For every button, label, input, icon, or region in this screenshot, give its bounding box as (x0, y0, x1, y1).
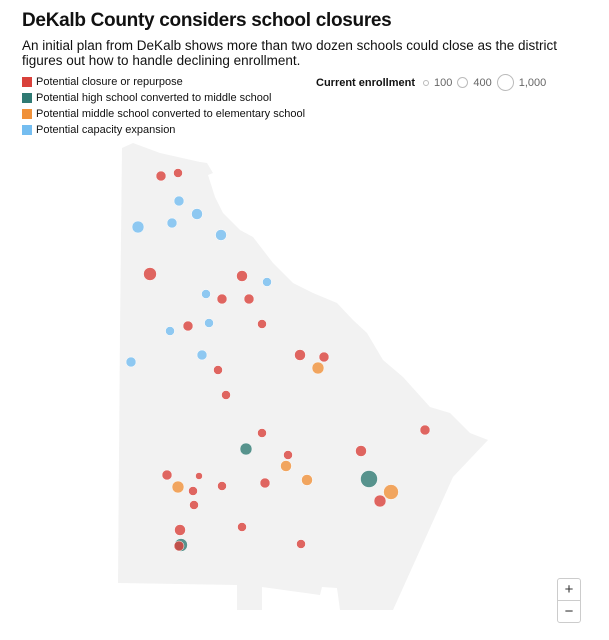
school-marker-closure[interactable] (173, 540, 185, 552)
school-marker-closure[interactable] (257, 428, 267, 438)
size-label: 1,000 (518, 76, 547, 89)
size-circle-medium (457, 77, 469, 88)
color-legend: Potential closure or repurpose Potential… (22, 74, 305, 138)
school-marker-capacity-expansion[interactable] (201, 289, 211, 299)
school-marker-closure[interactable] (419, 424, 431, 436)
swatch (22, 77, 32, 87)
school-marker-closure[interactable] (221, 390, 231, 400)
school-marker-closure[interactable] (217, 481, 227, 491)
map-subtitle: An initial plan from DeKalb shows more t… (22, 38, 558, 68)
school-marker-capacity-expansion[interactable] (173, 195, 185, 207)
swatch (22, 109, 32, 119)
school-marker-capacity-expansion[interactable] (165, 326, 175, 336)
school-marker-capacity-expansion[interactable] (166, 217, 178, 229)
school-marker-middle-to-elementary[interactable] (171, 480, 185, 494)
legend-label: Potential capacity expansion (36, 124, 176, 136)
size-legend-title: Current enrollment (316, 76, 416, 89)
school-marker-closure[interactable] (213, 365, 223, 375)
size-circle-large (496, 74, 514, 91)
school-marker-closure[interactable] (216, 293, 228, 305)
size-circle-small (423, 79, 430, 86)
school-marker-closure[interactable] (373, 494, 387, 508)
size-legend: Current enrollment 100 400 1,000 (316, 74, 546, 91)
school-marker-closure[interactable] (283, 450, 293, 460)
legend-label: Potential high school converted to middl… (36, 92, 272, 104)
school-marker-closure[interactable] (236, 270, 248, 282)
school-marker-closure[interactable] (259, 477, 271, 489)
zoom-in-button[interactable]: + (564, 581, 574, 598)
legend-item-middle-to-elementary: Potential middle school converted to ele… (22, 106, 305, 122)
school-marker-capacity-expansion[interactable] (262, 277, 272, 287)
school-marker-high-to-middle[interactable] (360, 470, 378, 488)
school-marker-closure[interactable] (195, 472, 203, 480)
school-marker-capacity-expansion[interactable] (196, 349, 208, 361)
school-marker-closure[interactable] (155, 170, 167, 182)
legend-item-closure: Potential closure or repurpose (22, 74, 305, 90)
legend-label: Potential middle school converted to ele… (36, 108, 306, 120)
legend-item-high-to-middle: Potential high school converted to middl… (22, 90, 305, 106)
school-marker-closure[interactable] (294, 349, 306, 361)
school-marker-middle-to-elementary[interactable] (383, 484, 399, 500)
school-marker-middle-to-elementary[interactable] (301, 474, 313, 486)
school-marker-closure[interactable] (174, 524, 186, 536)
school-marker-closure[interactable] (355, 445, 367, 457)
school-marker-closure[interactable] (182, 320, 194, 332)
school-marker-capacity-expansion[interactable] (191, 208, 203, 220)
swatch (22, 125, 32, 135)
school-marker-closure[interactable] (173, 168, 183, 178)
school-marker-closure[interactable] (188, 486, 198, 496)
school-marker-high-to-middle[interactable] (239, 442, 253, 456)
school-marker-capacity-expansion[interactable] (204, 318, 214, 328)
school-marker-closure[interactable] (237, 522, 247, 532)
zoom-controls: + − (557, 578, 581, 623)
school-marker-capacity-expansion[interactable] (125, 356, 137, 368)
size-label: 100 (434, 76, 453, 89)
school-marker-middle-to-elementary[interactable] (311, 361, 325, 375)
legend-label: Potential closure or repurpose (36, 76, 183, 88)
school-marker-closure[interactable] (143, 267, 157, 281)
school-marker-closure[interactable] (243, 293, 255, 305)
legend-item-capacity-expansion: Potential capacity expansion (22, 122, 305, 138)
school-marker-closure[interactable] (189, 500, 199, 510)
school-marker-capacity-expansion[interactable] (131, 220, 145, 234)
zoom-out-button[interactable]: − (558, 600, 580, 622)
school-marker-middle-to-elementary[interactable] (280, 460, 292, 472)
school-marker-capacity-expansion[interactable] (215, 229, 227, 241)
school-marker-closure[interactable] (161, 469, 173, 481)
school-marker-closure[interactable] (318, 351, 330, 363)
map-title: DeKalb County considers school closures (22, 10, 392, 31)
school-marker-closure[interactable] (296, 539, 306, 549)
swatch (22, 93, 32, 103)
size-label: 400 (473, 76, 492, 89)
school-marker-closure[interactable] (257, 319, 267, 329)
